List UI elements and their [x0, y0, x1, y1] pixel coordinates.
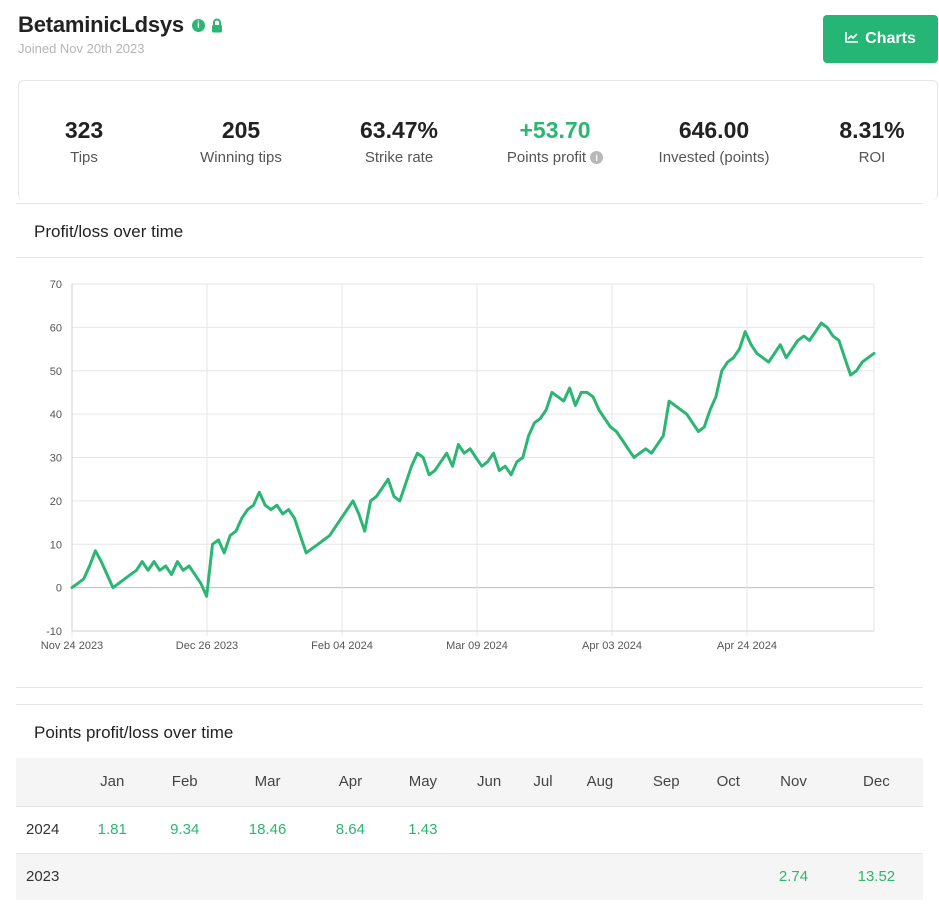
- month-header: Nov: [757, 758, 830, 806]
- charts-button-label: Charts: [865, 30, 916, 47]
- value-cell: 18.46: [220, 805, 315, 853]
- value-cell: 1.43: [386, 805, 460, 853]
- month-header: Apr: [314, 758, 387, 806]
- stat-invested: 646.00 Invested (points): [634, 117, 794, 166]
- info-icon[interactable]: i: [191, 18, 205, 32]
- value-cell: [519, 805, 567, 853]
- month-header: Feb: [148, 758, 221, 806]
- joined-date: Joined Nov 20th 2023: [18, 41, 145, 56]
- value-cell: [459, 805, 520, 853]
- value-cell: [829, 805, 923, 853]
- stats-card: 323 Tips 205 Winning tips 63.47% Strike …: [18, 80, 938, 200]
- divider: [16, 257, 923, 258]
- y-tick-label: 60: [50, 322, 62, 334]
- stat-label: Strike rate: [364, 149, 434, 166]
- stat-label: Tips: [70, 149, 98, 166]
- stat-value: +53.70: [519, 117, 591, 143]
- value-cell: [566, 852, 634, 900]
- chart-line-icon: [845, 30, 859, 48]
- profit-loss-chart: -10 0 10 20 30 40 50 60 70 Nov 24 2023 Dec 26 2023…: [41, 279, 876, 652]
- value-cell: [633, 852, 700, 900]
- username: BetaminicLdsys: [18, 12, 184, 37]
- stat-strike-rate: 63.47% Strike rate: [319, 117, 479, 166]
- x-tick-label: Apr 24 2024: [717, 640, 777, 652]
- stat-value: 8.31%: [839, 117, 905, 143]
- value-cell: [220, 852, 315, 900]
- stat-roi: 8.31% ROI: [792, 117, 939, 166]
- value-cell: 9.34: [148, 805, 221, 853]
- y-tick-label: 50: [50, 366, 62, 378]
- value-cell: [148, 852, 221, 900]
- y-tick-label: 0: [56, 583, 62, 595]
- value-cell: [566, 805, 634, 853]
- table-row: 2024 1.81 9.34 18.46 8.64 1.43: [16, 805, 923, 853]
- y-tick-label: 70: [50, 279, 62, 291]
- table-header-row: Jan Feb Mar Apr May Jun Jul Aug Sep Oct Nov Dec: [16, 758, 923, 806]
- x-tick-label: Apr 03 2024: [582, 640, 642, 652]
- stat-value: 63.47%: [359, 117, 438, 143]
- stat-label: Points profit: [506, 149, 587, 166]
- value-cell: 8.64: [314, 805, 387, 853]
- stat-label: Invested (points): [658, 149, 770, 166]
- stat-label: ROI: [858, 149, 886, 166]
- month-header: May: [386, 758, 460, 806]
- info-icon[interactable]: i: [590, 151, 604, 164]
- profile-header: BetaminicLdsys i Joined Nov 20th 2023: [18, 12, 223, 56]
- y-tick-label: 20: [50, 496, 62, 508]
- stat-label: Winning tips: [200, 149, 282, 166]
- x-tick-label: Nov 24 2023: [41, 640, 103, 652]
- month-header: Oct: [699, 758, 758, 806]
- section-title: Points profit/loss over time: [34, 723, 234, 742]
- month-header: Jun: [459, 758, 520, 806]
- value-cell: 13.52: [829, 852, 923, 900]
- value-cell: [314, 852, 387, 900]
- year-cell: 2023: [16, 852, 76, 900]
- value-cell: 2.74: [757, 852, 830, 900]
- pl-table-section: Points profit/loss over time Jan Feb Mar Ap…: [16, 704, 923, 920]
- value-cell: [459, 852, 520, 900]
- stat-tips: 323 Tips: [4, 117, 164, 166]
- x-tick-label: Dec 26 2023: [176, 640, 238, 652]
- month-header: Dec: [829, 758, 923, 806]
- month-header: Jul: [519, 758, 567, 806]
- value-cell: [519, 852, 567, 900]
- stat-value: 323: [64, 117, 104, 143]
- charts-button[interactable]: Charts: [823, 15, 938, 63]
- x-tick-label: Mar 09 2024: [446, 640, 508, 652]
- stat-value: 646.00: [678, 117, 750, 143]
- value-cell: [699, 852, 758, 900]
- table-header-blank: [16, 758, 76, 806]
- lock-icon: [211, 18, 223, 33]
- month-header: Aug: [566, 758, 634, 806]
- pl-table: Jan Feb Mar Apr May Jun Jul Aug Sep Oct Nov Dec 202…: [16, 758, 923, 900]
- value-cell: [386, 852, 460, 900]
- profit-chart-section: Profit/loss over time -10 0 10 20 30 40 50 60 70…: [16, 203, 923, 688]
- month-header: Mar: [220, 758, 315, 806]
- value-cell: 1.81: [76, 805, 149, 853]
- month-header: Jan: [76, 758, 149, 806]
- stat-winning-tips: 205 Winning tips: [161, 117, 321, 166]
- value-cell: [757, 805, 830, 853]
- y-tick-label: 30: [50, 453, 62, 465]
- stat-points-profit: +53.70 Points profit i: [475, 117, 635, 166]
- y-tick-label: 10: [50, 539, 62, 551]
- value-cell: [76, 852, 149, 900]
- year-cell: 2024: [16, 805, 76, 853]
- y-tick-label: 40: [50, 409, 62, 421]
- stat-value: 205: [221, 117, 261, 143]
- y-tick-label: -10: [46, 626, 62, 638]
- value-cell: [633, 805, 700, 853]
- value-cell: [699, 805, 758, 853]
- profit-series-line: [70, 321, 876, 598]
- month-header: Sep: [633, 758, 700, 806]
- section-title: Profit/loss over time: [34, 222, 184, 241]
- table-row: 2023 2.74 13.52: [16, 852, 923, 900]
- x-tick-label: Feb 04 2024: [311, 640, 373, 652]
